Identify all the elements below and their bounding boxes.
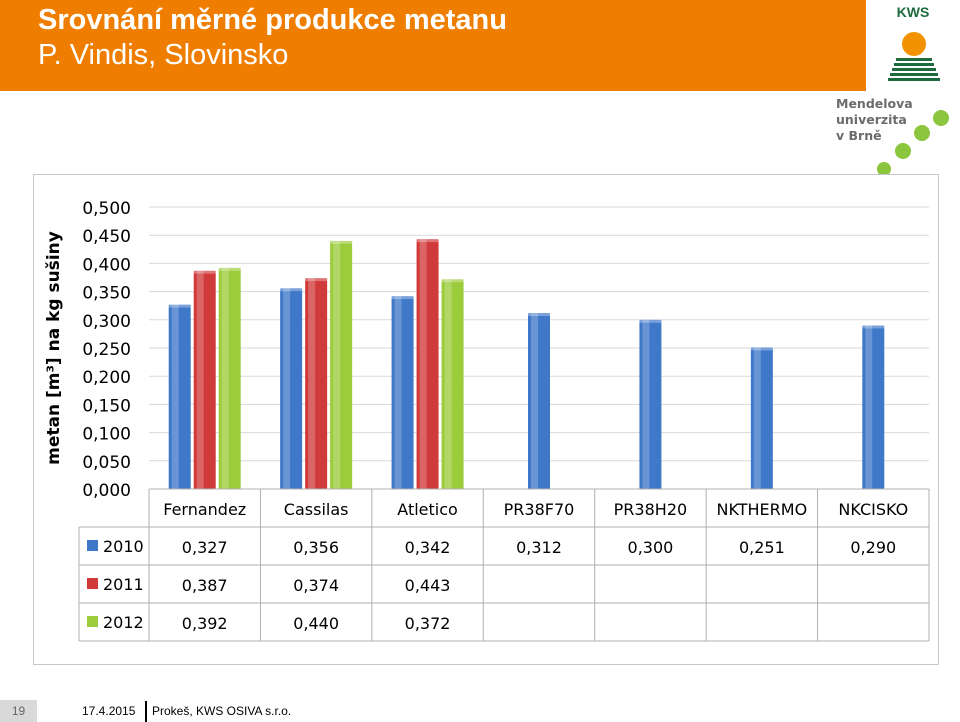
bar-top-shine	[391, 295, 414, 300]
bar-highlight	[283, 288, 291, 489]
bar-top-shine	[280, 287, 303, 292]
bar	[305, 278, 328, 489]
y-axis-label: metan [m³] na kg sušiny	[44, 231, 64, 465]
data-label: 0,440	[293, 614, 339, 633]
bar	[280, 288, 303, 489]
x-category-label: Cassilas	[284, 500, 349, 519]
bar-highlight	[642, 319, 650, 489]
bar	[218, 267, 241, 489]
bar	[168, 304, 191, 489]
kws-emblem-icon	[888, 32, 940, 81]
bar-highlight	[308, 278, 316, 489]
y-tick-label: 0,450	[82, 227, 131, 247]
bar-highlight	[394, 296, 402, 489]
bar	[330, 240, 353, 489]
bar-highlight	[221, 267, 229, 489]
chart-container: 0,000 0,050 0,100 0,150 0,200 0,250 0,300 0,350…	[33, 174, 939, 665]
data-label: 0,342	[405, 538, 451, 557]
bar-highlight	[171, 304, 179, 489]
data-label: 0,392	[182, 614, 228, 633]
bar-highlight	[753, 347, 761, 489]
footer-divider	[145, 701, 147, 722]
kws-logo-text: KWS	[896, 4, 930, 20]
x-category-label: NKTHERMO	[717, 500, 808, 519]
slide-number: 19	[0, 700, 37, 722]
legend-label: 2011	[103, 575, 144, 594]
bar-highlight	[444, 279, 452, 489]
bar-top-shine	[528, 312, 550, 317]
x-category-label: Fernandez	[163, 500, 246, 519]
bar-top-shine	[218, 266, 241, 271]
legend-swatch	[87, 616, 98, 627]
legend-swatch	[87, 540, 98, 551]
x-category-label: PR38F70	[504, 500, 575, 519]
y-tick-label: 0,200	[82, 368, 131, 388]
bar-top-shine	[750, 346, 773, 351]
bar-highlight	[196, 270, 204, 489]
slide-title-line1: Srovnání měrné produkce metanu	[38, 4, 507, 36]
university-line: v Brně	[836, 128, 882, 143]
university-logo-text: Mendelova univerzita v Brně	[836, 96, 913, 144]
bar-highlight	[865, 325, 873, 489]
data-label: 0,312	[516, 538, 562, 557]
university-line: univerzita	[836, 112, 907, 127]
bar-chart: 0,000 0,050 0,100 0,150 0,200 0,250 0,300 0,350…	[44, 199, 930, 642]
bar-top-shine	[416, 238, 439, 243]
footer-author: Prokeš, KWS OSIVA s.r.o.	[152, 704, 292, 718]
data-label: 0,300	[628, 538, 674, 557]
y-tick-label: 0,250	[82, 340, 131, 360]
bar	[750, 347, 773, 489]
y-tick-label: 0,100	[82, 425, 131, 445]
bar	[639, 319, 662, 489]
slide-title-line2: P. Vindis, Slovinsko	[38, 39, 289, 71]
x-category-label: PR38H20	[614, 500, 688, 519]
bar-top-shine	[441, 278, 464, 283]
university-line: Mendelova	[836, 96, 913, 111]
bar-top-shine	[862, 324, 885, 329]
data-label: 0,372	[405, 614, 451, 633]
data-label: 0,290	[850, 538, 896, 557]
bar	[441, 279, 464, 489]
data-label: 0,327	[182, 538, 228, 557]
bar-highlight	[531, 313, 538, 489]
legend-label: 2010	[103, 537, 144, 556]
data-label: 0,374	[293, 576, 339, 595]
data-label: 0,356	[293, 538, 339, 557]
bar	[528, 313, 550, 489]
bar	[862, 325, 885, 489]
data-label: 0,251	[739, 538, 785, 557]
bar-top-shine	[639, 318, 662, 323]
y-tick-label: 0,050	[82, 453, 131, 473]
data-label: 0,387	[182, 576, 228, 595]
bar	[416, 239, 439, 489]
x-category-label: NKCISKO	[838, 500, 908, 519]
y-tick-label: 0,300	[82, 312, 131, 332]
title-banner: Srovnání měrné produkce metanu P. Vindis…	[0, 0, 866, 91]
y-tick-label: 0,000	[82, 481, 131, 501]
bar	[193, 270, 216, 489]
university-dots-icon	[877, 110, 949, 176]
x-category-label: Atletico	[397, 500, 458, 519]
bar-top-shine	[168, 303, 191, 308]
legend-swatch	[87, 578, 98, 589]
data-label: 0,443	[405, 576, 451, 595]
legend-label: 2012	[103, 613, 144, 632]
y-tick-label: 0,500	[82, 199, 131, 219]
bar-top-shine	[330, 239, 353, 244]
y-tick-label: 0,400	[82, 255, 131, 275]
bar-top-shine	[193, 269, 216, 274]
bar-highlight	[419, 239, 427, 489]
kws-logo: KWS	[880, 4, 946, 90]
y-tick-label: 0,150	[82, 396, 131, 416]
bar-top-shine	[305, 277, 328, 282]
footer-date: 17.4.2015	[82, 704, 136, 718]
bar-highlight	[333, 240, 341, 489]
bar	[391, 296, 414, 489]
y-tick-label: 0,350	[82, 284, 131, 304]
